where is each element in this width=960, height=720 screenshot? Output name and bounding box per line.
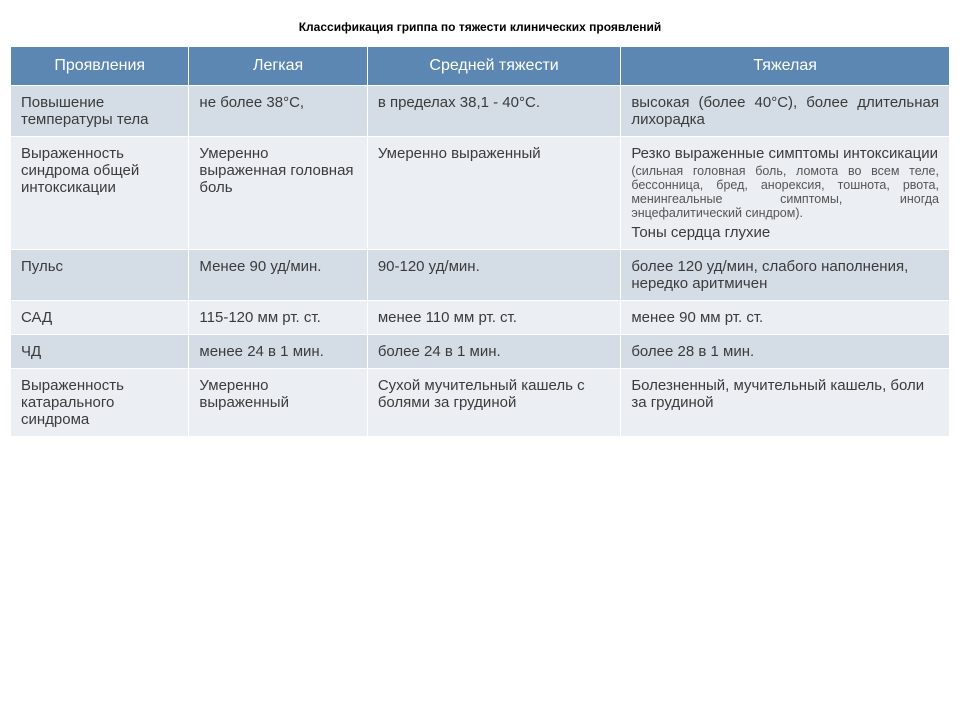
cell: более 120 уд/мин, слабого наполнения, не…: [621, 250, 950, 301]
cell: Болезненный, мучительный кашель, боли за…: [621, 369, 950, 437]
cell-sub: (сильная головная боль, ломота во всем т…: [631, 164, 939, 220]
cell: САД: [11, 301, 189, 335]
cell: Умеренно выраженная головная боль: [189, 137, 367, 250]
col-header: Средней тяжести: [367, 47, 621, 86]
cell-main: Резко выраженные симптомы интоксикации: [631, 145, 939, 162]
cell: Выраженность синдрома общей интоксикации: [11, 137, 189, 250]
classification-table: Проявления Легкая Средней тяжести Тяжела…: [10, 46, 950, 437]
col-header: Тяжелая: [621, 47, 950, 86]
cell: Резко выраженные симптомы интоксикации (…: [621, 137, 950, 250]
table-row: Выраженность синдрома общей интоксикации…: [11, 137, 950, 250]
cell: Менее 90 уд/мин.: [189, 250, 367, 301]
col-header: Легкая: [189, 47, 367, 86]
page-container: Классификация гриппа по тяжести клиничес…: [0, 0, 960, 447]
table-row: САД 115-120 мм рт. ст. менее 110 мм рт. …: [11, 301, 950, 335]
cell: в пределах 38,1 - 40°С.: [367, 86, 621, 137]
cell: Умеренно выраженный: [367, 137, 621, 250]
table-row: Выраженность катарального синдрома Умере…: [11, 369, 950, 437]
table-row: ЧД менее 24 в 1 мин. более 24 в 1 мин. б…: [11, 335, 950, 369]
cell: более 28 в 1 мин.: [621, 335, 950, 369]
cell: менее 110 мм рт. ст.: [367, 301, 621, 335]
table-row: Повышение температуры тела не более 38°С…: [11, 86, 950, 137]
cell: 115-120 мм рт. ст.: [189, 301, 367, 335]
cell: Умеренно выраженный: [189, 369, 367, 437]
cell: высокая (более 40°С), более длительная л…: [621, 86, 950, 137]
table-header-row: Проявления Легкая Средней тяжести Тяжела…: [11, 47, 950, 86]
cell: не более 38°С,: [189, 86, 367, 137]
col-header: Проявления: [11, 47, 189, 86]
cell: Повышение температуры тела: [11, 86, 189, 137]
page-title: Классификация гриппа по тяжести клиничес…: [10, 20, 950, 34]
table-row: Пульс Менее 90 уд/мин. 90-120 уд/мин. бо…: [11, 250, 950, 301]
cell: ЧД: [11, 335, 189, 369]
cell: Сухой мучительный кашель с болями за гру…: [367, 369, 621, 437]
cell: Пульс: [11, 250, 189, 301]
cell: менее 90 мм рт. ст.: [621, 301, 950, 335]
cell: более 24 в 1 мин.: [367, 335, 621, 369]
cell: Выраженность катарального синдрома: [11, 369, 189, 437]
cell: менее 24 в 1 мин.: [189, 335, 367, 369]
cell-bottom: Тоны сердца глухие: [631, 224, 939, 241]
cell: 90-120 уд/мин.: [367, 250, 621, 301]
